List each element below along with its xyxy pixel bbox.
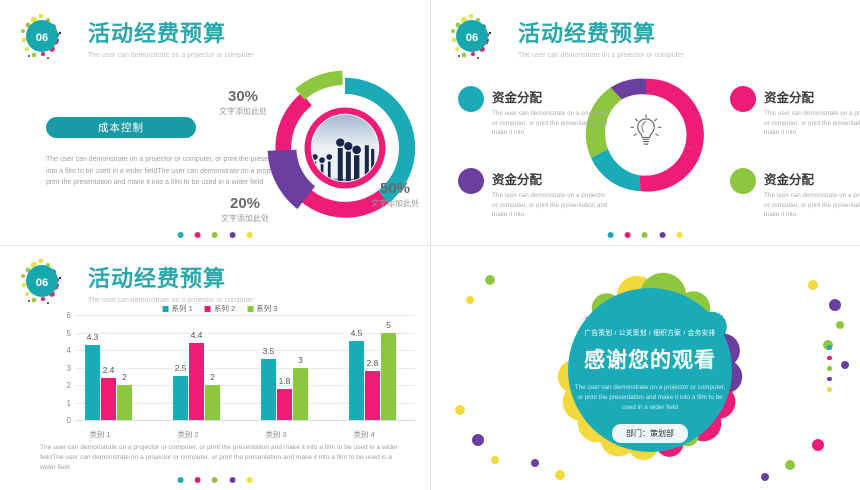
svg-text:06: 06 bbox=[36, 32, 48, 44]
svg-text:06: 06 bbox=[36, 277, 48, 289]
svg-text:06: 06 bbox=[466, 32, 478, 44]
